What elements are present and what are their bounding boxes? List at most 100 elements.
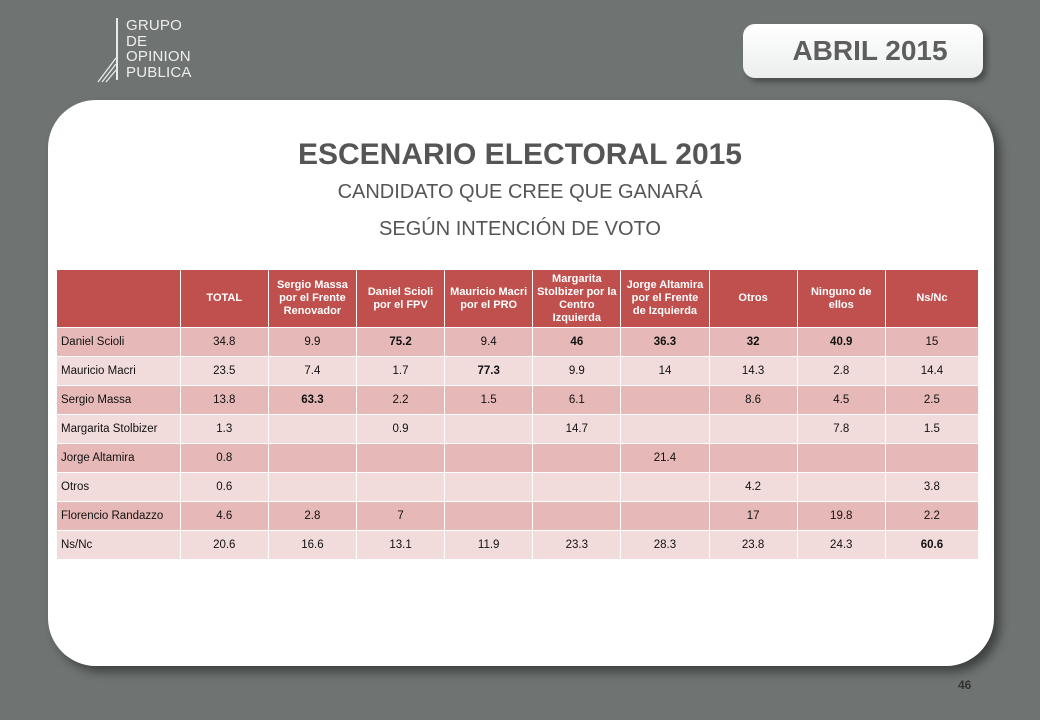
column-header: Margarita Stolbizer por la Centro Izquie… [532,270,622,328]
table-row: Margarita Stolbizer 1.3 0.9 14.7 7.8 1.5 [57,414,980,444]
table-cell [268,443,357,473]
table-cell [620,385,710,415]
table-cell: 9.9 [268,327,357,357]
table-row: Ns/Nc 20.6 16.6 13.1 11.9 23.3 28.3 23.8 24.3 60.… [57,530,980,559]
table-cell [532,472,622,502]
table-header-row: TOTAL Sergio Massa por el Frente Renovado… [57,270,980,328]
table-cell: 1.3 [180,414,269,444]
table-cell: 0.8 [180,443,269,473]
table-cell [532,443,622,473]
table-cell: 2.8 [268,501,357,531]
table-cell: 34.8 [180,327,269,357]
table-cell: 32 [709,327,798,357]
table-cell: 7 [356,501,446,531]
table-cell: 15 [885,327,980,357]
table-cell: 11.9 [444,530,534,559]
table-cell [797,443,886,473]
table-cell: 3.8 [885,472,980,502]
row-label: Sergio Massa [57,385,181,415]
table-cell [268,414,357,444]
table-cell: 24.3 [797,530,886,559]
logo: GRUPO DE OPINION PUBLICA [96,14,216,84]
slide-title: ESCENARIO ELECTORAL 2015 [297,138,742,171]
table-row: Daniel Scioli 34.8 9.9 75.2 9.4 46 36.3 32 40.9 1… [57,327,980,357]
column-header: Ninguno de ellos [797,270,886,328]
date-badge: ABRIL 2015 [743,24,983,78]
table-cell [797,472,886,502]
table-cell: 75.2 [356,327,446,357]
table-cell: 0.9 [356,414,446,444]
table-cell: 13.1 [356,530,446,559]
table-cell [709,443,798,473]
table-cell: 6.1 [532,385,622,415]
results-table: TOTAL Sergio Massa por el Frente Renovado… [57,270,980,559]
date-label: ABRIL 2015 [792,35,948,66]
column-header: Sergio Massa por el Frente Renovador [268,270,357,328]
slide-subtitle-2: SEGÚN INTENCIÓN DE VOTO [379,218,661,240]
table-cell: 14.4 [885,356,980,386]
slide-subtitle: CANDIDATO QUE CREE QUE GANARÁ [337,181,703,203]
table-cell [709,414,798,444]
logo-text: GRUPO DE OPINION PUBLICA [126,18,192,80]
table-cell: 40.9 [797,327,886,357]
table-cell: 19.8 [797,501,886,531]
table-cell: 17 [709,501,798,531]
table-cell: 16.6 [268,530,357,559]
table-cell: 0.6 [180,472,269,502]
table-cell: 14 [620,356,710,386]
table-row: Mauricio Macri 23.5 7.4 1.7 77.3 9.9 14 14.3 2.8… [57,356,980,386]
table-cell [444,443,534,473]
table-cell: 77.3 [444,356,534,386]
table-cell: 23.5 [180,356,269,386]
table-cell: 21.4 [620,443,710,473]
column-header: Daniel Scioli por el FPV [356,270,446,328]
table-cell: 2.2 [356,385,446,415]
table-cell [620,472,710,502]
row-label: Florencio Randazzo [57,501,181,531]
row-label: Margarita Stolbizer [57,414,181,444]
table-cell: 2.2 [885,501,980,531]
table-cell [356,472,446,502]
table-cell: 4.6 [180,501,269,531]
table-cell: 4.5 [797,385,886,415]
table-row: Otros 0.6 4.2 3.8 [57,472,980,502]
logo-bar [116,18,118,80]
table-body: Daniel Scioli 34.8 9.9 75.2 9.4 46 36.3 32 40.9 1… [57,327,980,559]
table-cell: 14.7 [532,414,622,444]
table-cell: 1.5 [885,414,980,444]
logo-mark-icon [97,57,117,83]
table-cell: 4.2 [709,472,798,502]
table-cell [356,443,446,473]
row-label: Mauricio Macri [57,356,181,386]
row-label: Otros [57,472,181,502]
table-cell: 7.8 [797,414,886,444]
table-cell [620,501,710,531]
table-cell [268,472,357,502]
table-cell: 36.3 [620,327,710,357]
table-cell [620,414,710,444]
logo-line: GRUPO [126,17,183,34]
column-header-empty [57,270,181,328]
table-cell: 9.4 [444,327,534,357]
table-row: Jorge Altamira 0.8 21.4 [57,443,980,473]
table-cell [444,501,534,531]
table-cell: 1.5 [444,385,534,415]
table-cell [444,414,534,444]
table-row: Florencio Randazzo 4.6 2.8 7 17 19.8 2.2 [57,501,980,531]
table-cell: 20.6 [180,530,269,559]
table-cell: 60.6 [885,530,980,559]
row-label: Daniel Scioli [57,327,181,357]
table-cell: 7.4 [268,356,357,386]
column-header: Mauricio Macri por el PRO [444,270,534,328]
column-header: Otros [709,270,798,328]
table-cell [885,443,980,473]
page-number: 46 [958,678,972,692]
table-cell: 2.8 [797,356,886,386]
table-cell: 1.7 [356,356,446,386]
table-cell: 2.5 [885,385,980,415]
logo-line: DE [126,32,148,50]
table-cell: 63.3 [268,385,357,415]
table-row: Sergio Massa 13.8 63.3 2.2 1.5 6.1 8.6 4.5 2.5 [57,385,980,415]
table-cell: 8.6 [709,385,798,415]
table-cell: 9.9 [532,356,622,386]
